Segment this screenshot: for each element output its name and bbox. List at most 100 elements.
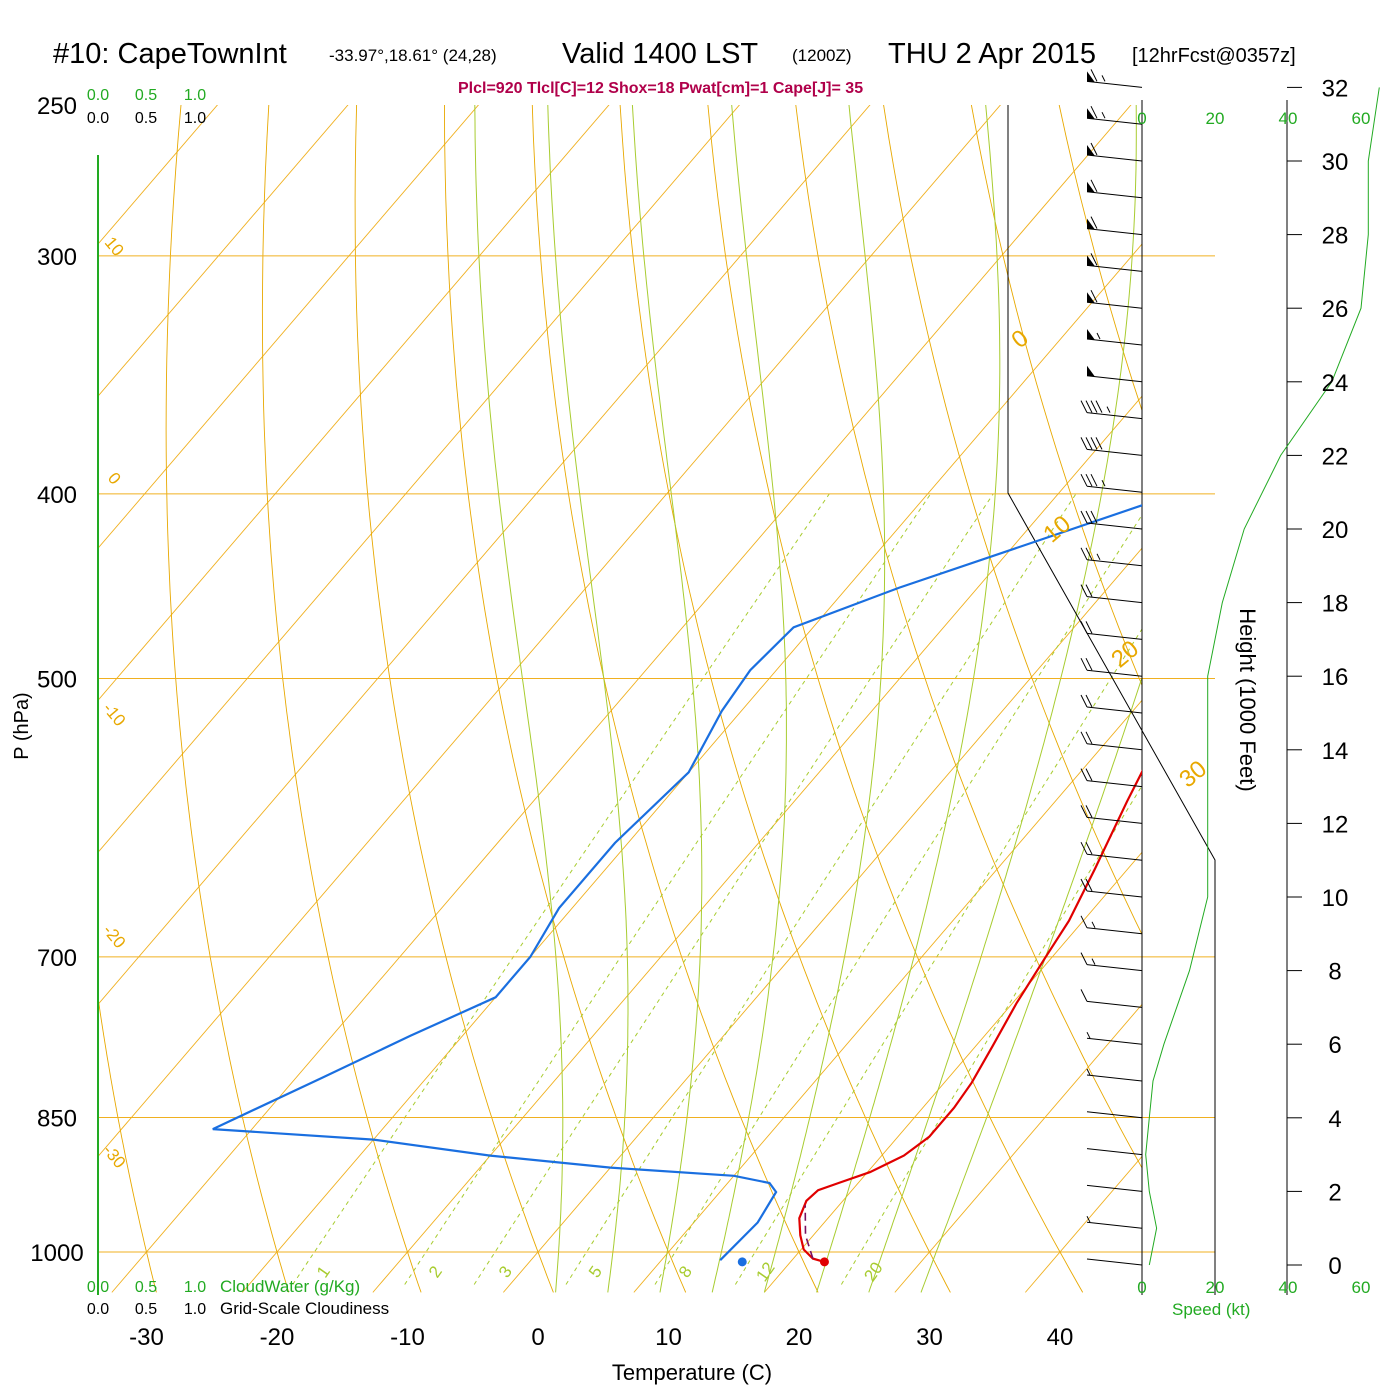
wind-barb bbox=[1080, 989, 1143, 1008]
isotherm-label-right: 0 bbox=[1006, 325, 1034, 354]
barb-staff bbox=[1086, 191, 1143, 199]
barb-staff bbox=[1086, 117, 1143, 125]
dry-adiabat bbox=[531, 105, 819, 1293]
wind-barb bbox=[1086, 1111, 1143, 1119]
wind-barb bbox=[1080, 621, 1143, 640]
cloudwater-scale-top: 0.5 bbox=[135, 87, 157, 104]
isotherm-line bbox=[111, 105, 1132, 1293]
isotherm-line bbox=[98, 105, 871, 1006]
isotherm-label-right: 20 bbox=[1106, 635, 1144, 673]
barb-staff bbox=[1086, 853, 1143, 861]
isotherm-line bbox=[98, 105, 479, 549]
temperature-tick-label: 0 bbox=[531, 1324, 544, 1351]
barb-staff bbox=[1086, 927, 1143, 935]
dewpoint-line bbox=[212, 504, 1142, 1261]
moist-adiabat bbox=[547, 105, 629, 1293]
moist-adiabat bbox=[868, 105, 1137, 1293]
height-tick-label: 30 bbox=[1322, 149, 1349, 176]
barb-flag bbox=[1080, 878, 1088, 892]
wind-barb bbox=[1080, 731, 1143, 751]
isotherm-line bbox=[98, 105, 349, 397]
barb-flag bbox=[1080, 473, 1088, 487]
barb-half-flag bbox=[1096, 553, 1101, 561]
isotherm-line bbox=[98, 105, 1001, 1158]
barb-flag bbox=[1080, 731, 1088, 745]
pressure-tick-label: 250 bbox=[37, 93, 77, 120]
chart-grid bbox=[98, 105, 1142, 1293]
speed-tick-label-top: 60 bbox=[1352, 109, 1371, 128]
barb-staff bbox=[1086, 1037, 1143, 1045]
wind-barb bbox=[1080, 841, 1143, 861]
isotherm-line bbox=[242, 243, 1142, 1293]
barb-staff bbox=[1086, 228, 1143, 236]
barb-staff bbox=[1086, 1184, 1143, 1192]
wind-barb bbox=[1086, 142, 1143, 162]
dry-adiabat bbox=[970, 105, 1142, 687]
wind-barb bbox=[1080, 805, 1143, 824]
wind-barb bbox=[1086, 1215, 1143, 1229]
barb-flag bbox=[1090, 510, 1098, 524]
x-axis-title: Temperature (C) bbox=[612, 1360, 772, 1385]
wind-barb bbox=[1080, 915, 1143, 935]
barb-flag bbox=[1085, 547, 1093, 561]
barb-flag bbox=[1090, 289, 1098, 303]
barb-flag bbox=[1090, 179, 1098, 193]
barb-flag bbox=[1080, 952, 1088, 965]
height-tick-label: 24 bbox=[1322, 370, 1349, 397]
y-axis-title: P (hPa) bbox=[11, 692, 33, 759]
mixing-ratio-line bbox=[654, 514, 1142, 1285]
barb-staff bbox=[1086, 522, 1143, 530]
barb-staff bbox=[1086, 890, 1143, 898]
dry-adiabat bbox=[444, 105, 687, 1293]
barb-staff bbox=[1086, 485, 1143, 493]
temperature-tick-label: -30 bbox=[129, 1324, 164, 1351]
barb-flag bbox=[1090, 400, 1098, 413]
barb-half-flag bbox=[1096, 332, 1101, 340]
cloudwater-scale-bottom: 0.5 bbox=[135, 1279, 157, 1296]
barb-half-flag bbox=[1106, 406, 1111, 413]
barb-half-flag bbox=[1086, 1031, 1091, 1039]
barb-staff bbox=[1086, 1258, 1143, 1266]
moist-adiabat bbox=[474, 105, 564, 1293]
pressure-tick-label: 1000 bbox=[30, 1240, 83, 1267]
height-axis-title: Height (1000 Feet) bbox=[1235, 608, 1260, 791]
forecast-date: THU 2 Apr 2015 bbox=[888, 38, 1096, 70]
barb-flag bbox=[1080, 989, 1088, 1002]
barb-pennant bbox=[1087, 292, 1095, 304]
temperature-tick-label: -10 bbox=[390, 1324, 425, 1351]
height-tick-label: 16 bbox=[1322, 664, 1349, 691]
wind-barb bbox=[1086, 1068, 1143, 1082]
wind-barb bbox=[1086, 365, 1143, 383]
speed-tick-label-bottom: 60 bbox=[1352, 1278, 1371, 1297]
speed-tick-label-bottom: 0 bbox=[1137, 1278, 1146, 1297]
wind-barb bbox=[1086, 1184, 1143, 1192]
mixing-ratio-label: 8 bbox=[675, 1263, 696, 1282]
height-tick-label: 20 bbox=[1322, 517, 1349, 544]
forecast-info: [12hrFcst@0357z] bbox=[1132, 45, 1296, 67]
barb-flag bbox=[1090, 473, 1098, 487]
barb-flag bbox=[1080, 621, 1088, 634]
mixing-ratio-label: 12 bbox=[752, 1259, 778, 1285]
dry-adiabat bbox=[619, 105, 951, 1293]
barb-staff bbox=[1086, 964, 1143, 972]
barb-staff bbox=[1086, 1221, 1143, 1229]
barb-staff bbox=[1086, 80, 1143, 88]
height-tick-label: 22 bbox=[1322, 443, 1349, 470]
moist-adiabat bbox=[711, 105, 787, 1293]
adiabat-label-left: -30 bbox=[99, 1141, 129, 1172]
barb-flag bbox=[1080, 768, 1088, 781]
moist-adiabat bbox=[631, 105, 703, 1293]
wind-barb bbox=[1086, 105, 1143, 125]
barb-flag bbox=[1080, 805, 1088, 818]
barb-pennant bbox=[1087, 365, 1095, 377]
moist-adiabat bbox=[816, 105, 1001, 1293]
adiabat-label-left: 0 bbox=[104, 469, 125, 488]
barb-flag bbox=[1085, 584, 1093, 597]
pressure-tick-label: 500 bbox=[37, 667, 77, 694]
cloudiness-scale-top: 0.5 bbox=[135, 110, 157, 127]
barb-half-flag bbox=[1091, 958, 1096, 965]
height-tick-label: 2 bbox=[1328, 1179, 1341, 1206]
dry-adiabat bbox=[165, 105, 290, 1293]
height-tick-label: 6 bbox=[1328, 1032, 1341, 1059]
